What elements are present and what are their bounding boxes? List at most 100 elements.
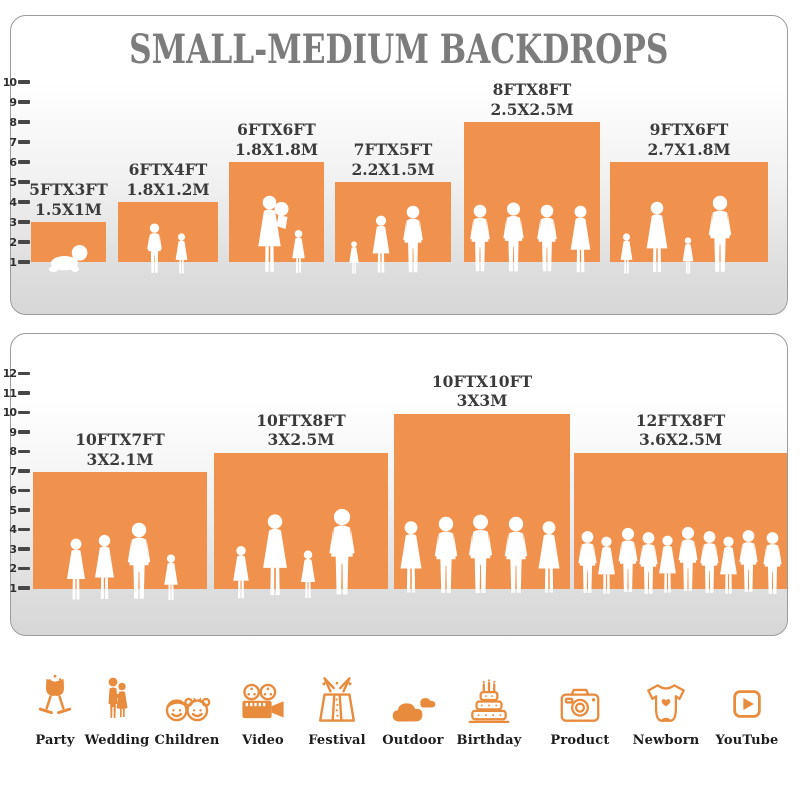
bar-size-label-m: 3X3M <box>456 391 508 411</box>
bar-size-label: 6FTX4FT 1.8X1.2M <box>126 160 209 199</box>
tick-dash <box>18 80 30 84</box>
tick-dash <box>18 547 30 551</box>
tick-dash <box>18 240 30 244</box>
bar-size-label-ft: 8FTX8FT <box>492 80 572 100</box>
people-silhouette <box>48 244 87 273</box>
tick-dash <box>18 140 30 144</box>
y-axis: 10 9 8 7 6 5 4 3 2 1 <box>1 62 31 269</box>
tick-dash <box>18 371 30 376</box>
y-axis-tick: 8 <box>1 445 30 458</box>
y-axis-tick: 6 <box>1 484 30 497</box>
tick-dash <box>18 260 30 264</box>
tick-dash <box>18 566 30 571</box>
birthday-icon <box>468 679 510 723</box>
backdrop-bar-7ftx5ft: 7FTX5FT 2.2X1.5M <box>335 140 451 274</box>
y-axis-tick: 5 <box>1 176 30 189</box>
newborn-icon <box>647 684 685 722</box>
backdrop-bar-6ftx4ft: 6FTX4FT 1.8X1.2M <box>118 160 218 274</box>
y-axis-tick: 3 <box>1 542 30 556</box>
festival-icon <box>319 677 355 722</box>
y-axis-tick-label: 3 <box>9 215 17 229</box>
y-axis-tick: 10 <box>1 406 30 419</box>
people-silhouette <box>257 195 305 273</box>
y-axis-tick-label: 7 <box>9 464 17 478</box>
y-axis-tick: 11 <box>1 386 30 400</box>
bar-size-label-m: 3.6X2.5M <box>638 430 723 450</box>
y-axis-tick-label: 10 <box>2 75 17 89</box>
backdrop-bar-10ftx10ft: 10FTX10FT 3X3M <box>394 372 570 593</box>
category-party: Party <box>17 660 93 748</box>
tick-dash <box>18 160 30 164</box>
y-axis: 12 11 10 9 8 7 6 5 4 3 2 1 <box>1 362 31 595</box>
y-axis-tick: 2 <box>1 562 30 575</box>
people-silhouette <box>233 508 355 599</box>
y-axis-tick-label: 2 <box>9 235 17 249</box>
y-axis-tick-label: 1 <box>9 581 17 595</box>
people-silhouette <box>577 526 782 594</box>
tick-dash <box>18 527 30 532</box>
y-axis-tick: 7 <box>1 135 30 149</box>
bar-size-label-ft: 10FTX7FT <box>75 430 165 450</box>
tick-dash <box>18 220 30 224</box>
people-silhouette <box>349 205 423 274</box>
category-children: Children <box>149 660 225 748</box>
category-label: YouTube <box>715 733 779 748</box>
large-panel: 12 11 10 9 8 7 6 5 4 3 2 1 10FTX7FT 3X2.1… <box>3 333 788 636</box>
y-axis-tick-label: 3 <box>9 542 17 556</box>
y-axis-tick: 3 <box>1 215 30 229</box>
y-axis-tick-label: 11 <box>2 386 17 400</box>
y-axis-tick-label: 6 <box>9 484 17 497</box>
category-birthday: Birthday <box>451 660 527 748</box>
category-label: Product <box>550 733 610 748</box>
category-label: Newborn <box>632 733 700 748</box>
small-medium-panel: SMALL-MEDIUM BACKDROPS 10 9 8 7 6 5 4 3 … <box>3 15 788 315</box>
tick-dash <box>18 430 30 434</box>
y-axis-tick: 12 <box>1 367 30 380</box>
y-axis-tick-label: 9 <box>9 95 17 109</box>
bar-size-label-ft: 12FTX8FT <box>635 410 726 430</box>
category-label: Outdoor <box>382 733 444 748</box>
outdoor-icon <box>392 698 436 722</box>
category-label: Birthday <box>456 733 522 748</box>
category-festival: Festival <box>299 660 375 748</box>
backdrop-bar-12ftx8ft: 12FTX8FT 3.6X2.5M <box>574 411 787 594</box>
bar-size-label-ft: 10FTX8FT <box>256 410 346 430</box>
bar-size-label-m: 1.8X1.8M <box>234 139 319 159</box>
y-axis-tick-label: 8 <box>9 115 17 129</box>
youtube-icon <box>733 690 761 718</box>
tick-dash <box>18 449 30 454</box>
people-silhouette <box>67 522 178 601</box>
y-axis-tick-label: 5 <box>9 503 17 517</box>
bar-size-label: 5FTX3FT 1.5X1M <box>29 180 108 219</box>
category-row: Party Wedding <box>0 660 800 752</box>
category-product: Product <box>542 660 618 748</box>
y-axis-tick: 7 <box>1 464 30 478</box>
bar-size-label: 10FTX10FT 3X3M <box>432 372 532 411</box>
y-axis-tick: 1 <box>1 255 30 269</box>
bar-size-label-m: 3X2.1M <box>86 449 154 469</box>
category-label: Video <box>242 733 284 748</box>
bar-size-label-m: 2.2X1.5M <box>351 159 435 179</box>
y-axis-tick: 9 <box>1 426 30 439</box>
y-axis-tick: 6 <box>1 155 30 169</box>
backdrop-bar-6ftx6ft: 6FTX6FT 1.8X1.8M <box>229 120 324 273</box>
y-axis-tick: 5 <box>1 503 30 517</box>
y-axis-tick-label: 1 <box>9 255 17 269</box>
category-youtube: YouTube <box>709 660 785 748</box>
y-axis-tick-label: 7 <box>9 135 17 149</box>
product-icon <box>560 688 600 722</box>
people-silhouette <box>620 195 732 274</box>
category-outdoor: Outdoor <box>375 660 451 748</box>
bar-size-label-m: 1.8X1.2M <box>126 179 210 199</box>
bar-size-label-ft: 9FTX6FT <box>649 120 729 140</box>
y-axis-tick-label: 8 <box>9 445 17 458</box>
bar-size-label: 10FTX7FT 3X2.1M <box>75 430 164 469</box>
y-axis-tick-label: 4 <box>9 195 17 209</box>
category-label: Wedding <box>84 733 150 748</box>
y-axis-tick-label: 10 <box>2 406 17 419</box>
y-axis-tick-label: 6 <box>9 155 17 169</box>
category-label: Children <box>154 733 220 748</box>
bar-size-label: 7FTX5FT 2.2X1.5M <box>351 140 434 179</box>
tick-dash <box>18 508 30 512</box>
bar-size-label-m: 2.7X1.8M <box>647 139 731 159</box>
